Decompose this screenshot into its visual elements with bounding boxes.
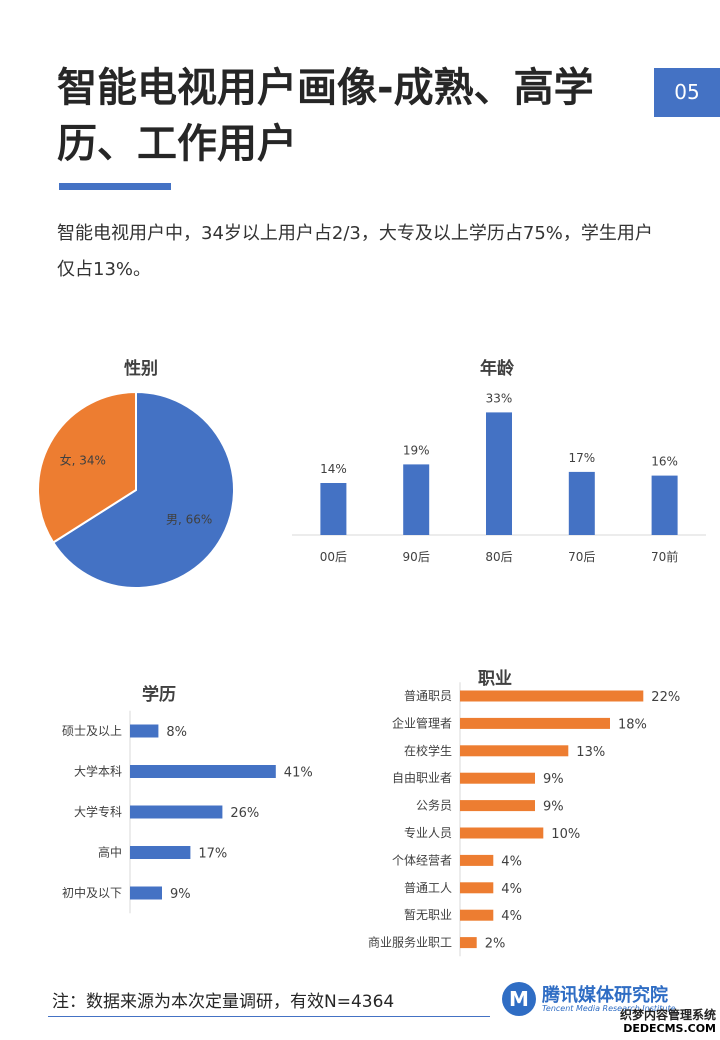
occupation-tick-label: 个体经营者: [392, 853, 452, 867]
age-bar: [651, 475, 678, 535]
page-number-badge: 05: [654, 68, 720, 117]
occupation-tick-label: 普通工人: [404, 881, 452, 895]
occupation-tick-label: 专业人员: [404, 825, 452, 840]
education-bar: [130, 724, 159, 738]
education-data-label: 41%: [284, 766, 313, 781]
education-tick-label: 硕士及以上: [62, 724, 122, 738]
occupation-data-label: 13%: [576, 745, 605, 760]
logo-subtitle: Tencent Media Research Institute: [542, 1004, 676, 1013]
title-underline: [59, 183, 171, 190]
occupation-data-label: 9%: [543, 800, 564, 815]
occupation-bar: [460, 717, 610, 729]
data-source-note: 注：数据来源为本次定量调研，有效N=4364: [52, 992, 395, 1012]
education-bar: [130, 846, 191, 859]
occupation-bar: [460, 745, 569, 757]
age-bar: [486, 412, 512, 535]
occupation-bar: [460, 800, 535, 812]
age-bar: [403, 464, 430, 535]
age-tick-label: 90后: [403, 550, 430, 564]
site-watermark: 织梦内容管理系统 DEDECMS.COM: [620, 1008, 716, 1036]
pie-slice-男: [51, 390, 236, 589]
site-url: DEDECMS.COM: [623, 1022, 716, 1035]
page-title: 智能电视用户画像-成熟、高学历、工作用户: [57, 65, 594, 167]
occupation-tick-label: 企业管理者: [392, 715, 452, 730]
occupation-data-label: 10%: [551, 827, 580, 842]
age-bar: [320, 483, 347, 535]
occupation-chart-title: 职业: [478, 669, 512, 689]
education-data-label: 9%: [170, 887, 191, 902]
site-name: 织梦内容管理系统: [619, 1008, 716, 1022]
education-tick-label: 大学专科: [74, 804, 122, 819]
occupation-bar: [460, 690, 644, 702]
logo-name: 腾讯媒体研究院: [542, 985, 668, 1006]
education-data-label: 26%: [230, 806, 259, 821]
occupation-data-label: 18%: [618, 717, 647, 732]
occupation-tick-label: 普通职员: [404, 689, 452, 703]
age-bar: [568, 471, 595, 535]
age-chart-title: 年龄: [480, 359, 514, 379]
age-data-label: 33%: [486, 391, 513, 405]
education-bar: [130, 765, 276, 778]
pie-data-label: 男, 66%: [166, 512, 212, 526]
occupation-tick-label: 暂无职业: [404, 908, 452, 922]
education-tick-label: 大学本科: [74, 764, 122, 779]
pie-slice-女: [37, 390, 137, 544]
occupation-bar: [460, 882, 494, 894]
education-bar: [130, 805, 223, 819]
education-tick-label: 初中及以下: [62, 885, 122, 900]
education-data-label: 8%: [166, 725, 187, 740]
occupation-data-label: 4%: [501, 882, 522, 897]
occupation-tick-label: 公务员: [416, 798, 452, 813]
logo: M 腾讯媒体研究院 Tencent Media Research Institu…: [502, 980, 702, 1020]
age-data-label: 17%: [568, 451, 595, 465]
gender-chart-title: 性别: [124, 359, 158, 379]
occupation-bar: [460, 909, 494, 921]
occupation-data-label: 22%: [651, 690, 680, 705]
occupation-data-label: 4%: [501, 909, 522, 924]
occupation-bar: [460, 937, 477, 949]
age-data-label: 16%: [651, 455, 678, 469]
age-tick-label: 00后: [320, 550, 347, 564]
education-data-label: 17%: [198, 847, 227, 862]
occupation-data-label: 2%: [485, 937, 506, 952]
occupation-tick-label: 自由职业者: [392, 771, 452, 785]
occupation-tick-label: 在校学生: [404, 743, 452, 758]
education-bar: [130, 886, 162, 900]
age-tick-label: 70后: [568, 550, 595, 564]
education-tick-label: 高中: [98, 845, 122, 860]
occupation-data-label: 4%: [501, 854, 522, 869]
pie-data-label: 女, 34%: [60, 453, 106, 468]
occupation-bar: [460, 854, 494, 866]
logo-badge-icon: M: [502, 982, 536, 1016]
occupation-tick-label: 商业服务业职工: [368, 935, 452, 950]
age-tick-label: 80后: [485, 550, 512, 564]
education-chart-title: 学历: [142, 685, 176, 705]
occupation-bar: [460, 827, 544, 839]
age-data-label: 14%: [320, 462, 347, 476]
age-tick-label: 70前: [651, 549, 678, 564]
note-underline: [48, 1016, 490, 1017]
occupation-bar: [460, 772, 535, 784]
age-data-label: 19%: [403, 443, 430, 457]
intro-text: 智能电视用户中，34岁以上用户占2/3，大专及以上学历占75%，学生用户仅占13…: [57, 223, 653, 280]
occupation-data-label: 9%: [543, 772, 564, 787]
